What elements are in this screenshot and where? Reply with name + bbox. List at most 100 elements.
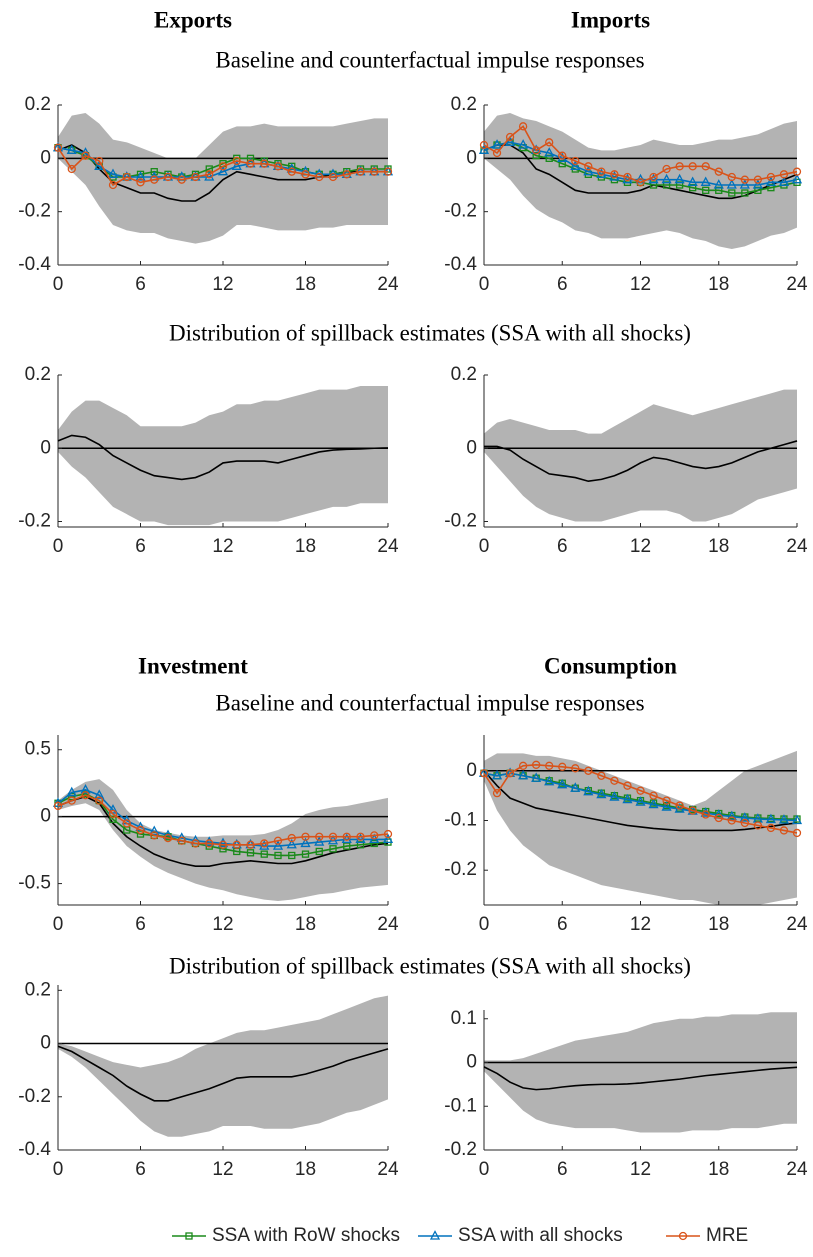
x-tick-label: 0 [53, 536, 64, 557]
marker [609, 171, 620, 181]
marker [726, 179, 737, 189]
marker [636, 786, 645, 795]
marker [701, 810, 710, 819]
marker [383, 829, 393, 839]
marker [531, 772, 542, 782]
marker [356, 167, 365, 176]
marker [109, 815, 117, 823]
x-tick-label: 12 [212, 536, 233, 557]
marker [287, 833, 296, 843]
marker [675, 801, 684, 810]
marker [300, 837, 311, 848]
marker [728, 189, 736, 197]
marker [370, 831, 379, 840]
marker [205, 170, 214, 179]
marker [260, 839, 269, 848]
confidence-band [58, 995, 388, 1137]
chart-title: Imports [571, 7, 650, 32]
x-tick-label: 0 [479, 914, 490, 935]
y-tick-label: 0.5 [25, 739, 51, 760]
marker [701, 162, 710, 171]
marker [714, 813, 723, 823]
marker [766, 823, 776, 833]
x-tick-label: 24 [377, 274, 399, 295]
confidence-band [484, 1012, 797, 1133]
x-tick-label: 0 [479, 1159, 490, 1180]
marker [342, 170, 351, 179]
marker [94, 789, 105, 799]
marker [584, 766, 593, 775]
marker [177, 836, 186, 845]
y-tick-label: -0.2 [18, 511, 51, 532]
marker [767, 184, 775, 192]
marker [532, 152, 540, 160]
marker [185, 1232, 193, 1240]
marker [491, 139, 503, 149]
marker [739, 812, 750, 822]
y-tick-label: -0.2 [444, 859, 477, 880]
marker [779, 170, 789, 179]
panel-heading: Baseline and counterfactual impulse resp… [215, 690, 644, 715]
marker [301, 850, 310, 858]
marker [191, 172, 200, 182]
marker [571, 764, 580, 773]
y-tick-label: 0.2 [451, 364, 477, 385]
marker [108, 180, 118, 190]
confidence-band [484, 389, 797, 522]
series-line [483, 764, 798, 834]
marker [649, 172, 658, 182]
marker [791, 814, 803, 825]
marker [558, 762, 567, 771]
marker [81, 791, 90, 800]
marker [135, 171, 146, 181]
marker [713, 179, 724, 189]
marker [662, 164, 671, 174]
panel-heading: Distribution of spillback estimates (SSA… [169, 320, 691, 345]
marker [518, 769, 529, 780]
y-tick-label: 0 [466, 1052, 477, 1073]
y-tick-label: 0.2 [25, 94, 51, 115]
marker [662, 796, 671, 805]
x-tick-label: 0 [479, 536, 490, 557]
marker [370, 839, 378, 848]
marker [492, 148, 502, 158]
marker [700, 176, 711, 186]
x-tick-label: 6 [135, 274, 146, 295]
marker [570, 782, 581, 792]
y-tick-label: 0.2 [25, 364, 51, 385]
x-tick-label: 12 [630, 1159, 651, 1180]
confidence-band [484, 750, 797, 905]
marker [328, 172, 338, 182]
marker [66, 144, 77, 154]
marker [678, 1231, 688, 1241]
x-tick-label: 12 [630, 274, 651, 295]
marker [136, 178, 145, 187]
marker [136, 825, 145, 835]
marker [301, 832, 310, 841]
panel-heading: Baseline and counterfactual impulse resp… [215, 47, 644, 72]
x-tick-label: 6 [557, 536, 568, 557]
y-tick-label: -0.5 [18, 873, 51, 894]
marker [232, 156, 241, 166]
marker [53, 143, 63, 152]
marker [122, 172, 131, 182]
x-tick-label: 18 [295, 536, 316, 557]
marker [95, 156, 104, 166]
x-tick-label: 0 [53, 914, 64, 935]
x-tick-label: 6 [135, 914, 146, 935]
x-tick-label: 24 [377, 1159, 399, 1180]
y-tick-label: -0.4 [18, 1139, 51, 1160]
marker [149, 825, 160, 836]
y-tick-label: 0.2 [451, 94, 477, 115]
marker [288, 851, 296, 860]
marker [753, 175, 763, 184]
legend-label: SSA with all shocks [458, 1225, 623, 1246]
x-tick-label: 18 [295, 914, 316, 935]
marker [260, 159, 269, 168]
y-tick-label: 0 [466, 437, 477, 458]
marker [272, 840, 284, 850]
marker [383, 167, 393, 176]
marker [492, 789, 502, 798]
marker [778, 176, 790, 186]
marker [702, 186, 710, 194]
